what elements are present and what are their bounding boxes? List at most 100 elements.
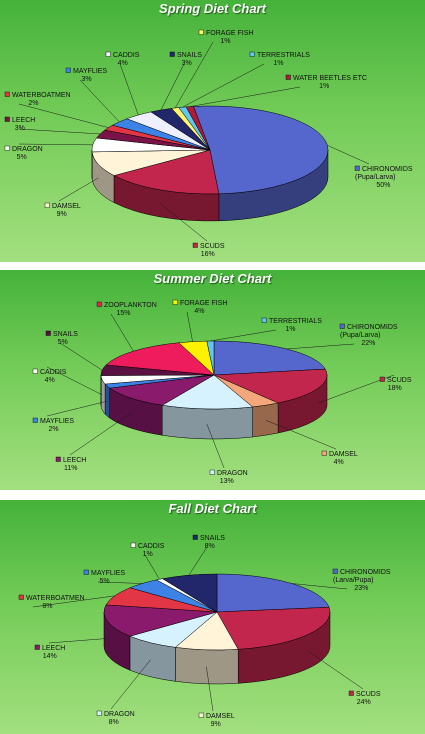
leader-line-damsel [206, 666, 214, 712]
pie-tops [100, 340, 328, 410]
slice-value-scuds: 16% [201, 251, 215, 258]
slice-label-zooplankton: ZOOPLANKTON [104, 302, 157, 309]
slice-label-snails: SNAILS [177, 52, 202, 59]
slice-label-dragon: DRAGON [12, 146, 43, 153]
legend-swatch-leech [34, 644, 40, 650]
slice-value-damsel: 9% [57, 211, 67, 218]
legend-swatch-water-beetles-etc [285, 74, 291, 80]
spring-chart-panel: Spring Diet Chart CHIRONOMIDS (Pupa/Larva… [0, 0, 425, 262]
slice-value-mayflies: 3% [82, 76, 92, 83]
slice-label-water-beetles-etc: WATER BEETLES ETC [293, 75, 367, 82]
legend-swatch-mayflies [32, 417, 38, 423]
legend-swatch-caddis [130, 542, 136, 548]
leader-line-dragon [110, 659, 151, 710]
slice-label-chironomids-larva-pupa: CHIRONOMIDS [340, 569, 391, 576]
legend-swatch-forage-fish [172, 299, 178, 305]
slice-label-scuds: SCUDS [356, 691, 381, 698]
pie-slice-scuds [213, 368, 328, 404]
slice-side-damsel [252, 402, 279, 438]
leader-line-dragon [18, 143, 93, 146]
pie-slice-scuds [216, 606, 331, 650]
leader-line-caddis [119, 63, 139, 116]
legend-swatch-terrestrials [261, 317, 267, 323]
legend-swatch-chironomids-larva-pupa [332, 568, 338, 574]
slice-label-waterboatmen: WATERBOATMEN [12, 92, 71, 99]
legend-swatch-chironomids-pupa-larva [339, 323, 345, 329]
pie-slice-terrestrials [206, 340, 215, 376]
leader-line-snails [188, 546, 208, 576]
slice-value-snails: 5% [58, 339, 68, 346]
leader-line-forage-fish [174, 41, 214, 109]
leader-line-waterboatmen [18, 103, 109, 128]
slice-value-scuds: 24% [357, 699, 371, 706]
slice-label-terrestrials: TERRESTRIALS [269, 318, 322, 325]
leader-line-leech [48, 638, 108, 644]
slice-value-water-beetles-etc: 1% [319, 83, 329, 90]
slice-value-dragon: 8% [109, 719, 119, 726]
pie-slice-dragon [161, 374, 254, 410]
slice-value-chironomids-pupa-larva: 50% [376, 182, 390, 189]
summer-chart-panel: Summer Diet Chart CHIRONOMIDS (Pupa/Larva… [0, 270, 425, 490]
pie-slice-chironomids-pupa-larva [213, 340, 326, 376]
pie-sides [103, 611, 331, 685]
leader-line-leech [18, 128, 101, 135]
chart-title: Fall Diet Chart [168, 501, 257, 516]
slice-label-terrestrials: TERRESTRIALS [257, 52, 310, 59]
slice-label-chironomids-pupa-larva-line2: (Pupa/Larva) [355, 174, 395, 181]
slice-label-damsel: DAMSEL [52, 203, 81, 210]
slice-value-leech: 14% [43, 653, 57, 660]
slice-label-snails: SNAILS [200, 535, 225, 542]
slice-label-leech: LEECH [42, 645, 65, 652]
pie-sides [91, 149, 329, 222]
leader-line-water-beetles-etc [189, 86, 301, 107]
leader-line-zooplankton [110, 313, 134, 352]
slice-label-chironomids-pupa-larva: CHIRONOMIDS [347, 324, 398, 331]
slice-value-dragon: 13% [220, 478, 234, 485]
leader-line-terrestrials [182, 63, 265, 108]
leader-line-snails [160, 63, 185, 111]
leader-line-chironomids-larva-pupa [291, 583, 348, 590]
slice-label-forage-fish: FORAGE FISH [206, 30, 253, 37]
slice-value-chironomids-larva-pupa: 23% [354, 585, 368, 592]
legend-swatch-scuds [379, 376, 385, 382]
legend-swatch-scuds [348, 690, 354, 696]
slice-value-forage-fish: 1% [220, 38, 230, 45]
leader-line-caddis [46, 366, 103, 396]
slice-value-chironomids-pupa-larva: 22% [361, 340, 375, 347]
slice-label-leech: LEECH [12, 117, 35, 124]
slice-value-snails: 3% [182, 60, 192, 67]
slice-value-caddis: 1% [143, 551, 153, 558]
slice-side-mayflies [104, 383, 111, 419]
leader-line-scuds [308, 651, 364, 690]
slice-value-terrestrials: 1% [285, 326, 295, 333]
slice-label-chironomids-pupa-larva: CHIRONOMIDS [362, 166, 413, 173]
slice-value-zooplankton: 15% [116, 310, 130, 317]
slice-label-caddis: CADDIS [138, 543, 165, 550]
pie-slice-leech [109, 374, 215, 406]
slice-value-mayflies: 5% [100, 578, 110, 585]
slice-label-dragon: DRAGON [104, 711, 135, 718]
leader-line-caddis [144, 554, 160, 580]
legend-swatch-waterboatmen [18, 594, 24, 600]
slice-label-damsel: DAMSEL [329, 451, 358, 458]
slice-label-forage-fish: FORAGE FISH [180, 300, 227, 307]
chart-title: Summer Diet Chart [153, 271, 272, 286]
legend-swatch-snails [45, 330, 51, 336]
legend-swatch-forage-fish [198, 29, 204, 35]
leader-line-forage-fish [186, 311, 193, 342]
slice-value-dragon: 5% [17, 154, 27, 161]
legend-swatch-snails [169, 51, 175, 57]
legend-swatch-waterboatmen [4, 91, 10, 97]
slice-label-dragon: DRAGON [217, 470, 248, 477]
leader-line-chironomids-pupa-larva [286, 343, 355, 350]
legend-swatch-leech [55, 456, 61, 462]
slice-label-scuds: SCUDS [387, 377, 412, 384]
leader-line-damsel [265, 419, 337, 450]
slice-label-mayflies: MAYFLIES [91, 570, 125, 577]
legend-swatch-caddis [105, 51, 111, 57]
slice-label-chironomids-larva-pupa-line2: (Larva/Pupa) [333, 577, 373, 584]
